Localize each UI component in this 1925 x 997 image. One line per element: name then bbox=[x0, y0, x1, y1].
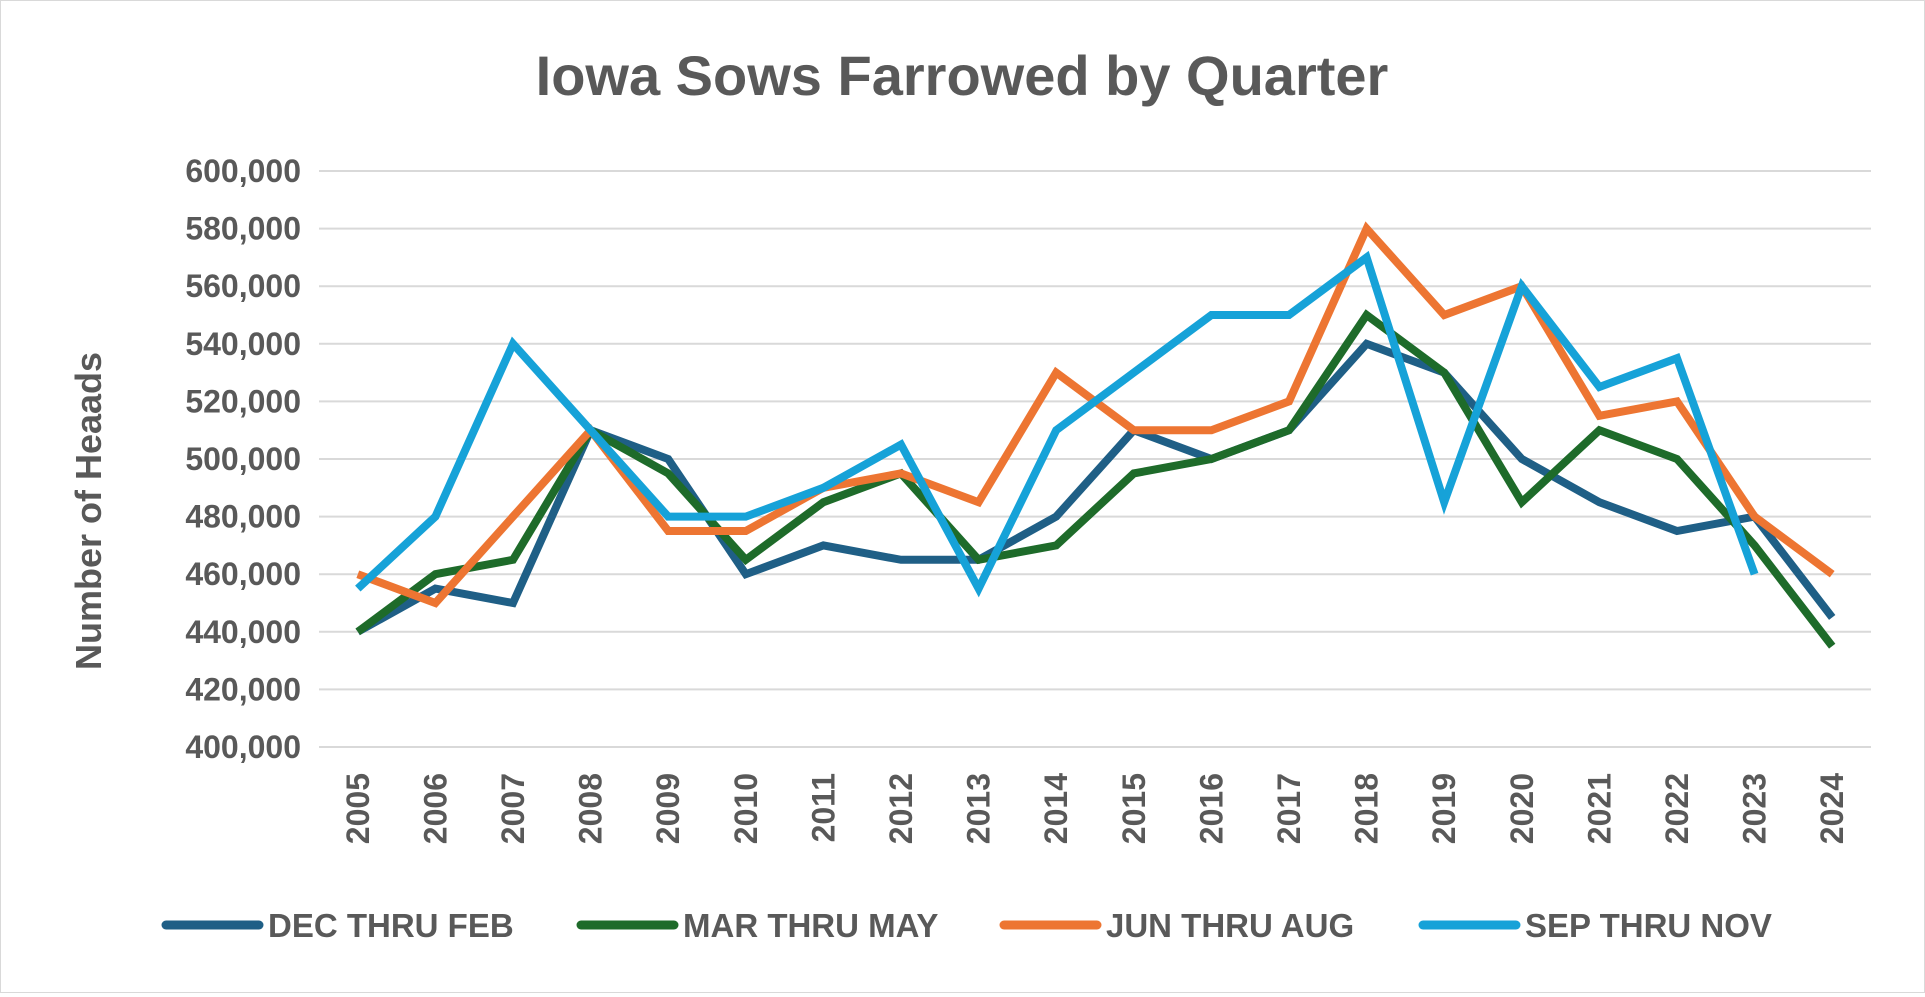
y-tick-label: 580,000 bbox=[185, 211, 301, 247]
series-line-1 bbox=[355, 339, 1836, 636]
x-tick-label: 2009 bbox=[650, 773, 686, 844]
series-line-2 bbox=[355, 309, 1836, 649]
y-axis-label: Number of Heaads bbox=[68, 352, 109, 670]
y-tick-label: 600,000 bbox=[185, 153, 301, 189]
y-axis-ticks: 400,000 420,000 440,000 460,000 480,000 500,0… bbox=[185, 153, 301, 765]
y-tick-label: 500,000 bbox=[185, 441, 301, 477]
x-tick-label: 2008 bbox=[573, 773, 609, 844]
x-tick-label: 2012 bbox=[883, 773, 919, 844]
x-tick-label: 2023 bbox=[1737, 773, 1773, 844]
x-tick-label: 2022 bbox=[1659, 773, 1695, 844]
x-tick-label: 2010 bbox=[728, 773, 764, 844]
series-line-4 bbox=[355, 250, 1759, 598]
x-axis-ticks: 2005 2006 2007 2008 2009 2010 2011 2012 2013 2014… bbox=[340, 773, 1850, 844]
x-tick-label: 2018 bbox=[1349, 773, 1385, 844]
y-tick-label: 520,000 bbox=[185, 383, 301, 419]
y-tick-label: 440,000 bbox=[185, 614, 301, 650]
x-tick-label: 2006 bbox=[417, 773, 453, 844]
x-tick-label: 2015 bbox=[1116, 773, 1152, 844]
y-tick-label: 420,000 bbox=[185, 671, 301, 707]
x-tick-label: 2019 bbox=[1426, 773, 1462, 844]
x-tick-label: 2020 bbox=[1504, 773, 1540, 844]
y-tick-label: 400,000 bbox=[185, 729, 301, 765]
y-tick-label: 460,000 bbox=[185, 556, 301, 592]
legend-label: DEC THRU FEB bbox=[268, 907, 514, 944]
x-tick-label: 2017 bbox=[1271, 773, 1307, 844]
x-tick-label: 2011 bbox=[805, 773, 841, 842]
y-tick-label: 540,000 bbox=[185, 326, 301, 362]
legend: DEC THRU FEB MAR THRU MAY JUN THRU AUG SEP … bbox=[161, 907, 1772, 944]
x-tick-label: 2007 bbox=[495, 773, 531, 844]
gridlines bbox=[319, 170, 1871, 748]
x-tick-label: 2005 bbox=[340, 773, 376, 844]
legend-label: MAR THRU MAY bbox=[683, 907, 938, 944]
y-tick-label: 480,000 bbox=[185, 499, 301, 535]
x-tick-label: 2013 bbox=[961, 773, 997, 844]
series-lines bbox=[355, 221, 1836, 649]
legend-label: JUN THRU AUG bbox=[1106, 907, 1354, 944]
x-tick-label: 2016 bbox=[1193, 773, 1229, 844]
x-tick-label: 2024 bbox=[1814, 773, 1850, 844]
x-tick-label: 2021 bbox=[1581, 773, 1617, 844]
x-tick-label: 2014 bbox=[1038, 773, 1074, 844]
chart-title: Iowa Sows Farrowed by Quarter bbox=[536, 44, 1389, 107]
y-tick-label: 560,000 bbox=[185, 268, 301, 304]
legend-label: SEP THRU NOV bbox=[1525, 907, 1772, 944]
